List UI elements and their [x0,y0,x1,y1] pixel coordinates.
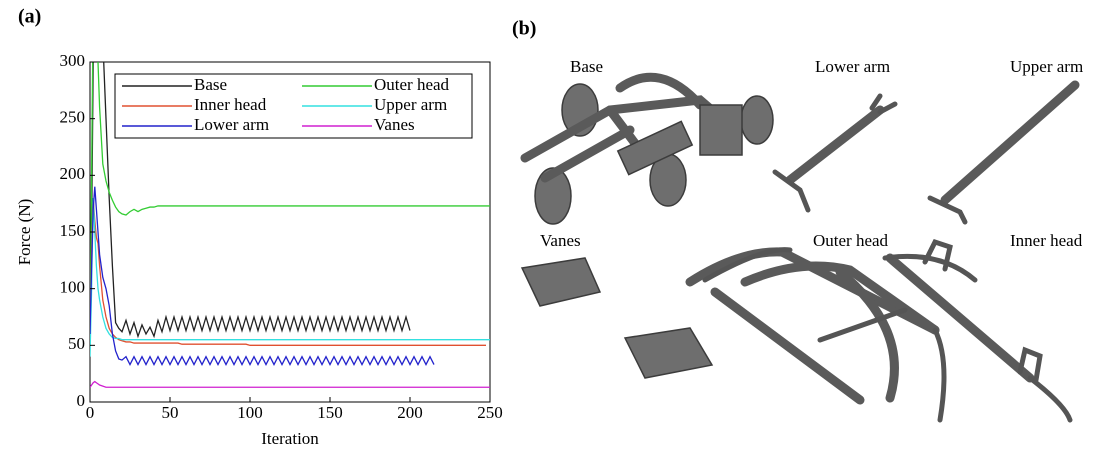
part-label: Lower arm [815,57,890,76]
inner-head-model [882,238,1073,423]
part-label: Outer head [813,231,889,250]
legend-label: Lower arm [194,115,269,134]
legend: Base Outer head Inner head Upper arm Lower a… [114,73,473,139]
upper-arm-model [927,80,1080,225]
series-line [90,62,411,339]
series-line [90,380,490,388]
x-tick-label: 250 [477,403,503,422]
legend-label: Outer head [374,75,450,94]
base-model [520,72,774,225]
x-axis-label: Iteration [261,429,319,448]
x-tick-label: 100 [237,403,263,422]
x-tick-label: 50 [162,403,179,422]
y-tick-label: 100 [60,278,86,297]
part-label: Upper arm [1010,57,1083,76]
series-line [90,197,486,346]
x-tick-label: 200 [397,403,423,422]
legend-label: Vanes [374,115,415,134]
legend-label: Base [194,75,227,94]
part-label: Base [570,57,603,76]
y-tick-label: 250 [60,108,86,127]
y-tick-label: 200 [60,164,86,183]
vanes-model [520,257,714,379]
outer-head-model [685,247,947,423]
y-tick-label: 150 [60,221,86,240]
legend-label: Inner head [194,95,267,114]
panel-label: (a) [18,6,41,28]
lower-arm-model [772,93,898,213]
y-tick-label: 0 [77,391,86,410]
legend-label: Upper arm [374,95,447,114]
y-tick-label: 300 [60,51,86,70]
y-tick-label: 50 [68,334,85,353]
series-line [90,186,435,367]
y-axis-label: Force (N) [15,199,34,266]
part-label: Inner head [1010,231,1083,250]
plot-area [90,62,490,388]
series-line [90,197,490,357]
x-tick-label: 150 [317,403,343,422]
x-tick-label: 0 [86,403,95,422]
panel-label: (b) [512,18,536,40]
part-label: Vanes [540,231,581,250]
series-line [90,62,490,346]
